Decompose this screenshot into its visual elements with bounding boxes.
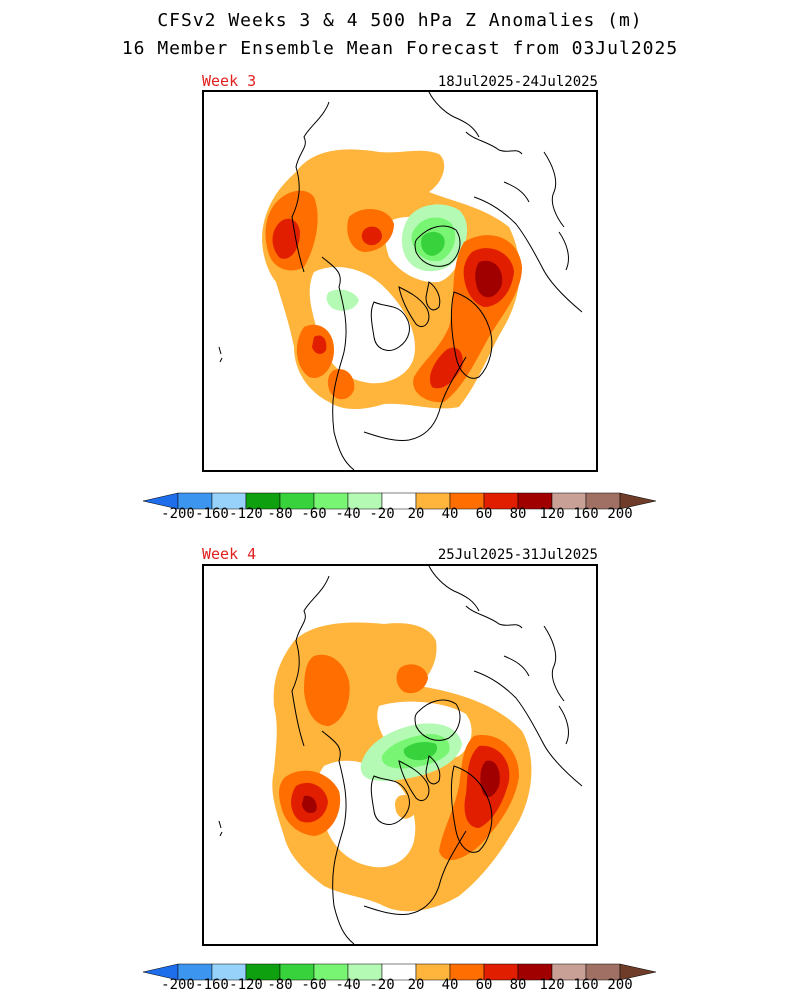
colorbar-tick: -160 <box>195 977 229 993</box>
colorbar-week3-ticks: -200 -160 -120 -80 -60 -40 -20 20 40 60 … <box>143 506 657 526</box>
colorbar-week4-ticks: -200 -160 -120 -80 -60 -40 -20 20 40 60 … <box>143 977 657 997</box>
colorbar-tick: 80 <box>509 506 527 522</box>
colorbar-tick: -60 <box>301 977 327 993</box>
colorbar-tick: 160 <box>573 977 599 993</box>
colorbar-tick: 200 <box>607 977 633 993</box>
colorbar-cell <box>619 963 657 981</box>
week3-date-range: 18Jul2025-24Jul2025 <box>437 74 598 90</box>
colorbar-tick: 80 <box>509 977 527 993</box>
week3-map-panel <box>202 90 598 472</box>
colorbar-tick: 60 <box>475 977 493 993</box>
week4-anomaly-contours <box>272 622 532 912</box>
week4-map-panel <box>202 564 598 946</box>
colorbar-tick: 160 <box>573 506 599 522</box>
colorbar-tick: -20 <box>369 977 395 993</box>
colorbar-tick: 200 <box>607 506 633 522</box>
colorbar-tick: 120 <box>539 977 565 993</box>
colorbar-tick: -200 <box>161 977 195 993</box>
colorbar-tick: -80 <box>267 506 293 522</box>
week4-label: Week 4 <box>202 545 257 563</box>
week3-coastlines <box>218 92 583 470</box>
week3-anomaly-contours <box>262 149 522 410</box>
week3-label: Week 3 <box>202 72 257 90</box>
colorbar-tick: -60 <box>301 506 327 522</box>
week3-map <box>218 92 583 470</box>
colorbar-week4: -200 -160 -120 -80 -60 -40 -20 20 40 60 … <box>143 963 657 993</box>
colorbar-tick: -160 <box>195 506 229 522</box>
colorbar-week3-swatches <box>143 492 657 510</box>
colorbar-tick: 120 <box>539 506 565 522</box>
colorbar-tick: -120 <box>229 506 263 522</box>
week4-map <box>218 566 583 944</box>
colorbar-tick: -40 <box>335 977 361 993</box>
colorbar-tick: -20 <box>369 506 395 522</box>
colorbar-tick: 60 <box>475 506 493 522</box>
colorbar-tick: -40 <box>335 506 361 522</box>
week3-anomaly-80-region <box>475 260 503 298</box>
week3-anomaly-60-region <box>272 218 300 259</box>
colorbar-tick: -200 <box>161 506 195 522</box>
week4-date-range: 25Jul2025-31Jul2025 <box>437 547 598 563</box>
chart-title: CFSv2 Weeks 3 & 4 500 hPa Z Anomalies (m… <box>157 10 643 31</box>
colorbar-tick: -80 <box>267 977 293 993</box>
colorbar-tick: 40 <box>441 977 459 993</box>
colorbar-week3: -200 -160 -120 -80 -60 -40 -20 20 40 60 … <box>143 492 657 522</box>
week3-anomaly-neg60-region <box>421 231 445 256</box>
week4-coastlines <box>218 566 583 944</box>
colorbar-tick: 20 <box>407 977 425 993</box>
colorbar-tick: 20 <box>407 506 425 522</box>
colorbar-week4-swatches <box>143 963 657 981</box>
week4-anomaly-80-region <box>480 760 500 798</box>
colorbar-cell <box>619 492 657 510</box>
colorbar-tick: 40 <box>441 506 459 522</box>
week4-anomaly-40-region <box>304 654 350 726</box>
colorbar-tick: -120 <box>229 977 263 993</box>
chart-subtitle: 16 Member Ensemble Mean Forecast from 03… <box>121 38 679 59</box>
